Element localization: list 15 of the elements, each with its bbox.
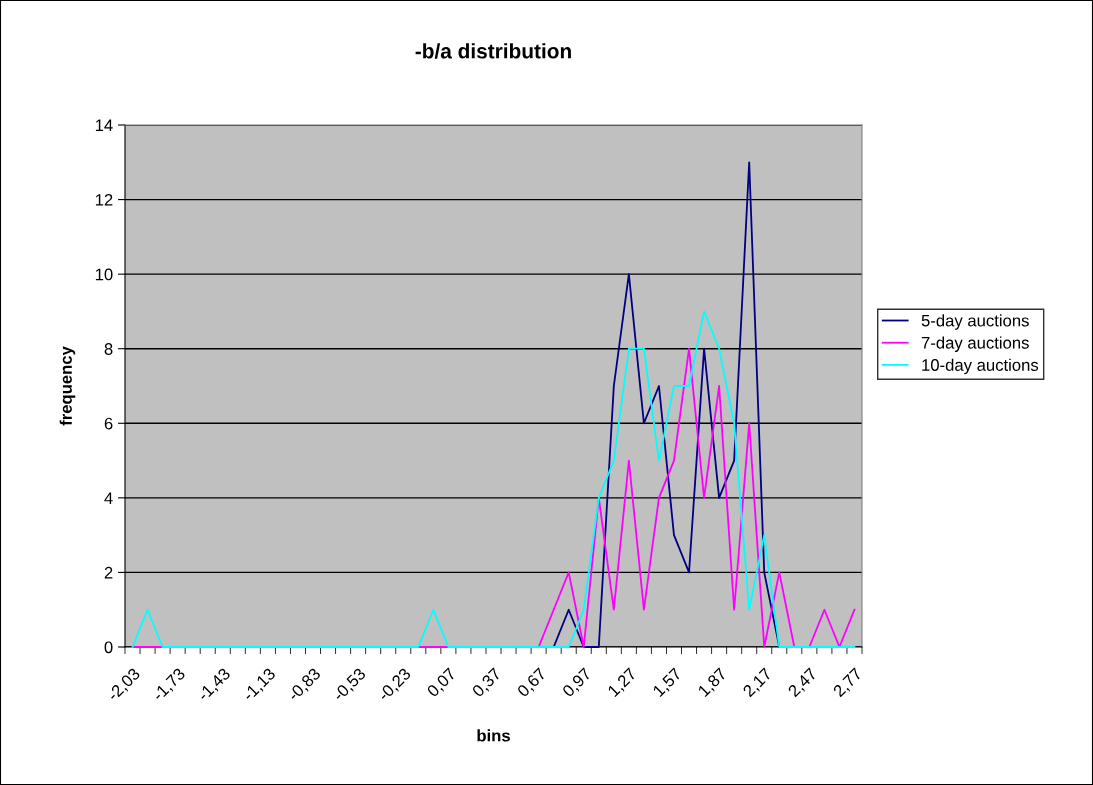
line-series: [552, 161, 781, 648]
legend-label: 10-day auctions: [922, 358, 1039, 375]
y-tick-label: 2: [104, 566, 113, 579]
legend-label: 7-day auctions: [921, 336, 1029, 353]
legend-label: 5-day auctions: [921, 314, 1029, 330]
y-tick-label: 12: [95, 193, 113, 206]
y-tick-label: 6: [104, 417, 113, 430]
y-tick-label: 10: [95, 268, 113, 281]
chart-title: -b/a distribution: [415, 43, 571, 59]
y-axis-title: frequency: [59, 346, 76, 426]
y-tick-label: 8: [104, 343, 113, 355]
y-tick-label: 0: [104, 641, 113, 654]
x-axis-title: bins: [477, 729, 510, 742]
y-tick-label: 14: [95, 119, 113, 132]
y-tick-label: 4: [104, 492, 113, 504]
